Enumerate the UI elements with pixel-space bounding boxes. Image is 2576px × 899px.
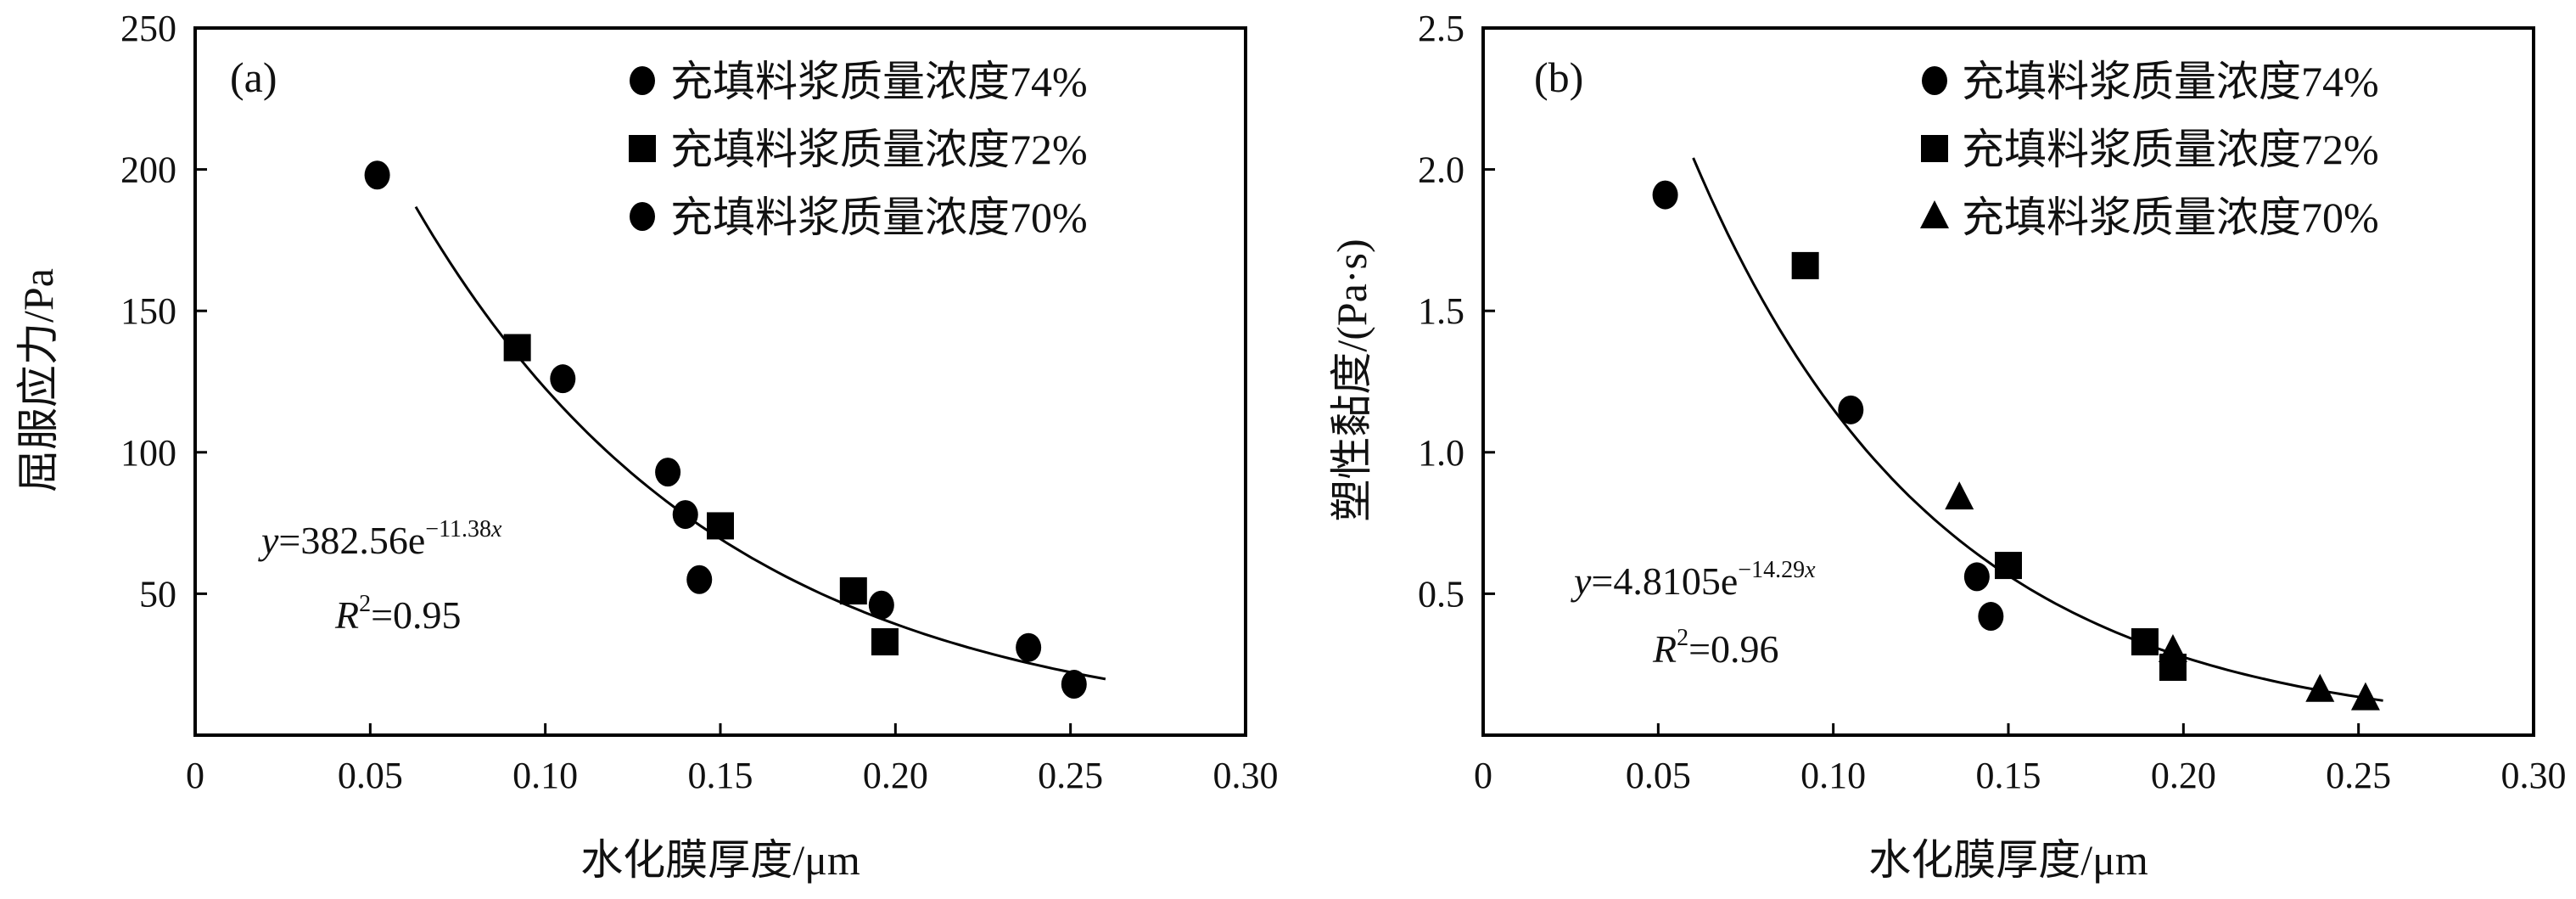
x-tick-label: 0 <box>186 755 204 796</box>
data-point-triangle <box>2350 682 2380 711</box>
y-tick-label: 1.0 <box>1418 432 1464 474</box>
y-tick-label: 2.0 <box>1418 149 1464 191</box>
panel-a: (a) 水化膜厚度/μm 屈服应力/Pa y=382.56e−11.38x R2… <box>14 8 1279 884</box>
data-point-triangle <box>1945 481 1974 510</box>
x-tick-label: 0.05 <box>1626 755 1691 796</box>
y-axis-title: 塑性黏度/(Pa·s) <box>1328 239 1375 521</box>
data-point-circle <box>1016 632 1042 662</box>
x-tick-label: 0 <box>1474 755 1492 796</box>
y-tick-label: 2.5 <box>1418 8 1464 49</box>
x-tick-label: 0.30 <box>2501 755 2567 796</box>
fit-equation: y=382.56e−11.38x <box>258 516 502 562</box>
y-tick-label: 250 <box>120 8 176 49</box>
y-axis-title: 屈服应力/Pa <box>14 268 62 492</box>
legend-entry: 充填料浆质量浓度72% <box>670 126 1088 173</box>
y-tick-label: 100 <box>120 432 176 474</box>
legend-entry: 充填料浆质量浓度72% <box>1962 126 2379 173</box>
data-point-square <box>839 577 867 605</box>
legend-marker-circle <box>1922 66 1947 95</box>
x-tick-label: 0.20 <box>863 755 928 796</box>
data-point-circle <box>686 565 713 594</box>
legend-entry: 充填料浆质量浓度74% <box>1962 58 2379 105</box>
fit-curve <box>414 205 1106 681</box>
data-point-circle <box>1652 180 1678 210</box>
legend-entry: 充填料浆质量浓度70% <box>1962 194 2379 241</box>
data-point-triangle <box>2158 634 2187 663</box>
legend-marker-square <box>629 135 656 162</box>
legend-marker-circle <box>630 202 655 231</box>
x-tick-label: 0.05 <box>338 755 403 796</box>
data-point-square <box>503 334 531 362</box>
x-axis-title: 水化膜厚度/μm <box>1868 836 2148 884</box>
x-tick-label: 0.10 <box>512 755 578 796</box>
panel-b: (b) 水化膜厚度/μm 塑性黏度/(Pa·s) y=4.8105e−14.29… <box>1328 8 2567 884</box>
r-squared: R2=0.95 <box>334 591 462 637</box>
data-point-square <box>1995 552 2022 580</box>
x-tick-label: 0.25 <box>1038 755 1103 796</box>
x-tick-label: 0.30 <box>1213 755 1279 796</box>
panel-label: (b) <box>1534 53 1583 101</box>
x-axis-title: 水化膜厚度/μm <box>580 836 860 884</box>
data-point-circle <box>868 590 894 620</box>
data-point-circle <box>1061 670 1087 700</box>
y-tick-label: 200 <box>120 149 176 191</box>
data-point-circle <box>1963 562 1990 592</box>
legend-entry: 充填料浆质量浓度70% <box>670 194 1088 241</box>
x-tick-label: 0.15 <box>1976 755 2041 796</box>
data-point-square <box>1791 251 1819 279</box>
x-tick-label: 0.20 <box>2151 755 2216 796</box>
data-point-square <box>2131 628 2159 656</box>
x-tick-label: 0.10 <box>1800 755 1866 796</box>
r-squared: R2=0.96 <box>1652 625 1779 671</box>
y-tick-label: 0.5 <box>1418 573 1464 615</box>
data-point-square <box>707 512 734 540</box>
legend-entry: 充填料浆质量浓度74% <box>670 58 1088 105</box>
y-tick-label: 50 <box>139 573 176 615</box>
legend-marker-square <box>1921 135 1948 162</box>
data-point-circle <box>1838 395 1864 424</box>
data-point-circle <box>1978 602 2004 632</box>
y-tick-label: 1.5 <box>1418 290 1464 332</box>
data-point-square <box>871 628 899 656</box>
fit-curve <box>1692 157 2383 702</box>
y-tick-label: 150 <box>120 290 176 332</box>
x-tick-label: 0.15 <box>688 755 753 796</box>
data-point-circle <box>550 364 576 394</box>
data-point-circle <box>672 500 698 530</box>
data-point-circle <box>655 458 681 487</box>
fit-equation: y=4.8105e−14.29x <box>1571 557 1816 603</box>
data-point-circle <box>364 160 390 190</box>
x-tick-label: 0.25 <box>2326 755 2391 796</box>
legend-marker-circle <box>630 66 655 95</box>
legend-marker-triangle <box>1920 200 1949 228</box>
panel-label: (a) <box>230 53 277 101</box>
data-point-triangle <box>2305 673 2335 702</box>
